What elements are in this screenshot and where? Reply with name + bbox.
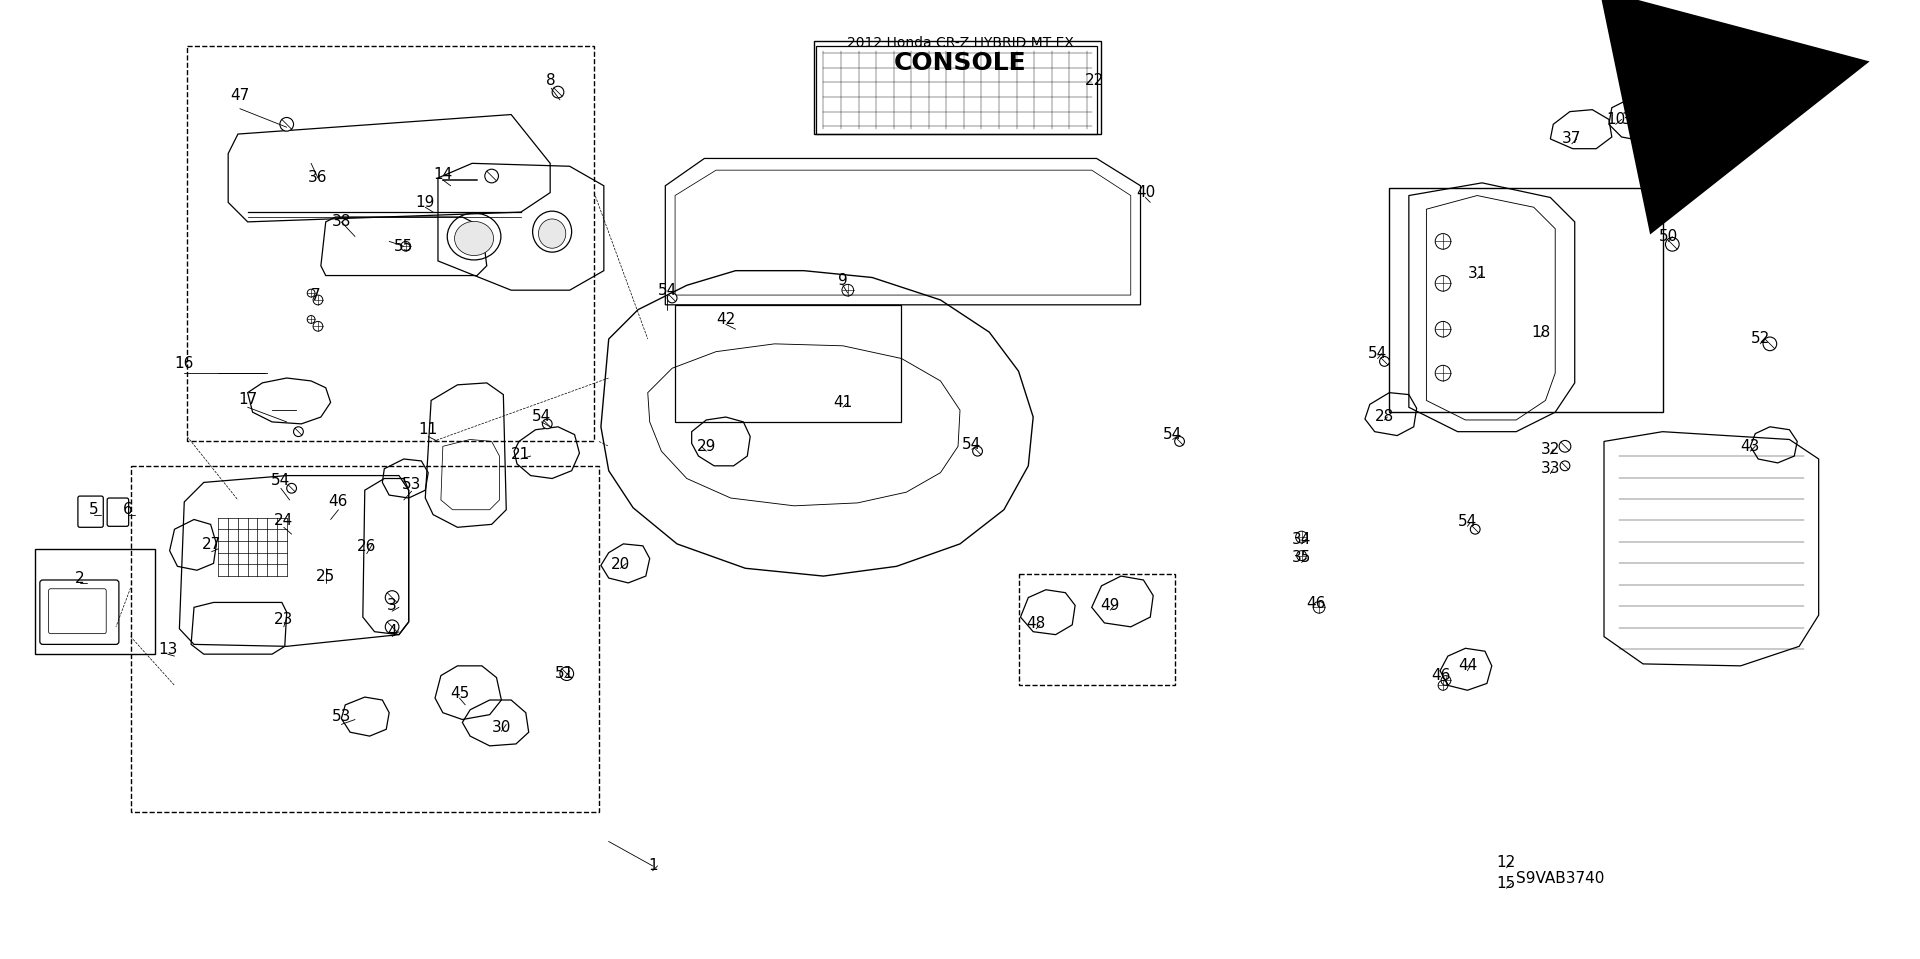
Text: 11: 11 (419, 422, 438, 437)
Text: 54: 54 (1164, 427, 1183, 442)
Text: 3: 3 (388, 597, 397, 613)
Text: 9: 9 (837, 273, 849, 288)
Text: 16: 16 (175, 356, 194, 371)
Circle shape (1561, 461, 1571, 471)
Text: 2012 Honda CR-Z HYBRID MT EX: 2012 Honda CR-Z HYBRID MT EX (847, 36, 1073, 51)
Text: 39: 39 (1622, 112, 1642, 127)
Circle shape (1471, 525, 1480, 534)
Text: 32: 32 (1540, 442, 1561, 456)
Text: 33: 33 (1540, 461, 1561, 477)
Text: 29: 29 (697, 439, 716, 454)
Text: 54: 54 (1369, 346, 1388, 362)
Circle shape (386, 591, 399, 604)
Text: 36: 36 (309, 171, 328, 185)
Circle shape (1175, 436, 1185, 446)
Text: 4: 4 (388, 624, 397, 640)
Text: 37: 37 (1563, 131, 1582, 147)
Text: 45: 45 (449, 686, 468, 701)
Text: 42: 42 (716, 312, 735, 327)
Text: 54: 54 (659, 283, 678, 297)
Text: 54: 54 (271, 473, 290, 488)
Text: 19: 19 (415, 195, 436, 210)
Text: 7: 7 (311, 288, 321, 302)
Text: 46: 46 (328, 495, 348, 509)
Text: 54: 54 (962, 437, 981, 452)
Bar (186, 46, 593, 441)
Text: 52: 52 (1751, 332, 1770, 346)
Bar (1390, 188, 1663, 412)
Text: 48: 48 (1027, 617, 1046, 631)
Text: 1: 1 (647, 858, 657, 874)
Text: 24: 24 (275, 513, 294, 528)
Text: 47: 47 (230, 87, 250, 103)
Text: 46: 46 (1432, 668, 1452, 683)
Text: 50: 50 (1659, 229, 1678, 244)
Text: 10: 10 (1607, 112, 1626, 127)
Circle shape (541, 419, 553, 429)
Circle shape (668, 293, 678, 303)
Text: 31: 31 (1467, 266, 1486, 281)
Text: S9VAB3740: S9VAB3740 (1517, 871, 1605, 886)
Bar (1018, 574, 1175, 686)
Circle shape (553, 86, 564, 98)
Text: 54: 54 (532, 409, 551, 424)
Text: 51: 51 (555, 667, 574, 681)
Text: 40: 40 (1137, 185, 1156, 200)
Bar (35, 549, 156, 654)
Ellipse shape (538, 219, 566, 248)
Text: 25: 25 (317, 569, 336, 584)
Text: 6: 6 (123, 503, 132, 517)
Bar (814, 41, 1102, 134)
Text: 53: 53 (332, 709, 351, 724)
Circle shape (286, 483, 296, 493)
Text: 21: 21 (511, 447, 530, 461)
Text: 43: 43 (1741, 439, 1761, 454)
Circle shape (1559, 440, 1571, 452)
Text: 20: 20 (611, 557, 630, 572)
Circle shape (280, 117, 294, 131)
Text: 41: 41 (833, 395, 852, 409)
Text: 53: 53 (401, 477, 420, 492)
Circle shape (973, 446, 983, 456)
Circle shape (1380, 357, 1390, 366)
Text: 46: 46 (1306, 596, 1327, 611)
Text: 49: 49 (1100, 597, 1119, 613)
Text: 8: 8 (547, 73, 557, 88)
Text: 38: 38 (332, 215, 351, 229)
Text: 44: 44 (1457, 659, 1476, 673)
Bar (131, 466, 599, 812)
Circle shape (1763, 337, 1776, 351)
Circle shape (561, 667, 574, 681)
Text: 15: 15 (1498, 876, 1517, 891)
Text: 30: 30 (492, 720, 511, 735)
Text: CONSOLE: CONSOLE (893, 51, 1027, 75)
Text: 28: 28 (1375, 409, 1394, 424)
Text: 27: 27 (202, 537, 221, 552)
Ellipse shape (455, 222, 493, 255)
Text: 26: 26 (357, 539, 376, 554)
Text: 35: 35 (1292, 550, 1311, 565)
Text: FR.: FR. (1642, 87, 1680, 113)
Text: 5: 5 (88, 503, 98, 517)
Text: 34: 34 (1292, 531, 1311, 547)
Text: 13: 13 (157, 642, 177, 657)
Text: 55: 55 (394, 239, 413, 254)
Circle shape (386, 620, 399, 634)
Text: 12: 12 (1498, 855, 1517, 871)
Text: 17: 17 (238, 392, 257, 407)
Text: 14: 14 (434, 167, 453, 181)
Text: 54: 54 (1457, 514, 1476, 529)
Text: 22: 22 (1085, 73, 1104, 88)
Circle shape (294, 427, 303, 436)
Text: 23: 23 (275, 613, 294, 627)
Circle shape (1665, 238, 1680, 251)
Text: 18: 18 (1530, 325, 1549, 339)
Circle shape (486, 169, 499, 183)
Text: 2: 2 (75, 571, 84, 586)
